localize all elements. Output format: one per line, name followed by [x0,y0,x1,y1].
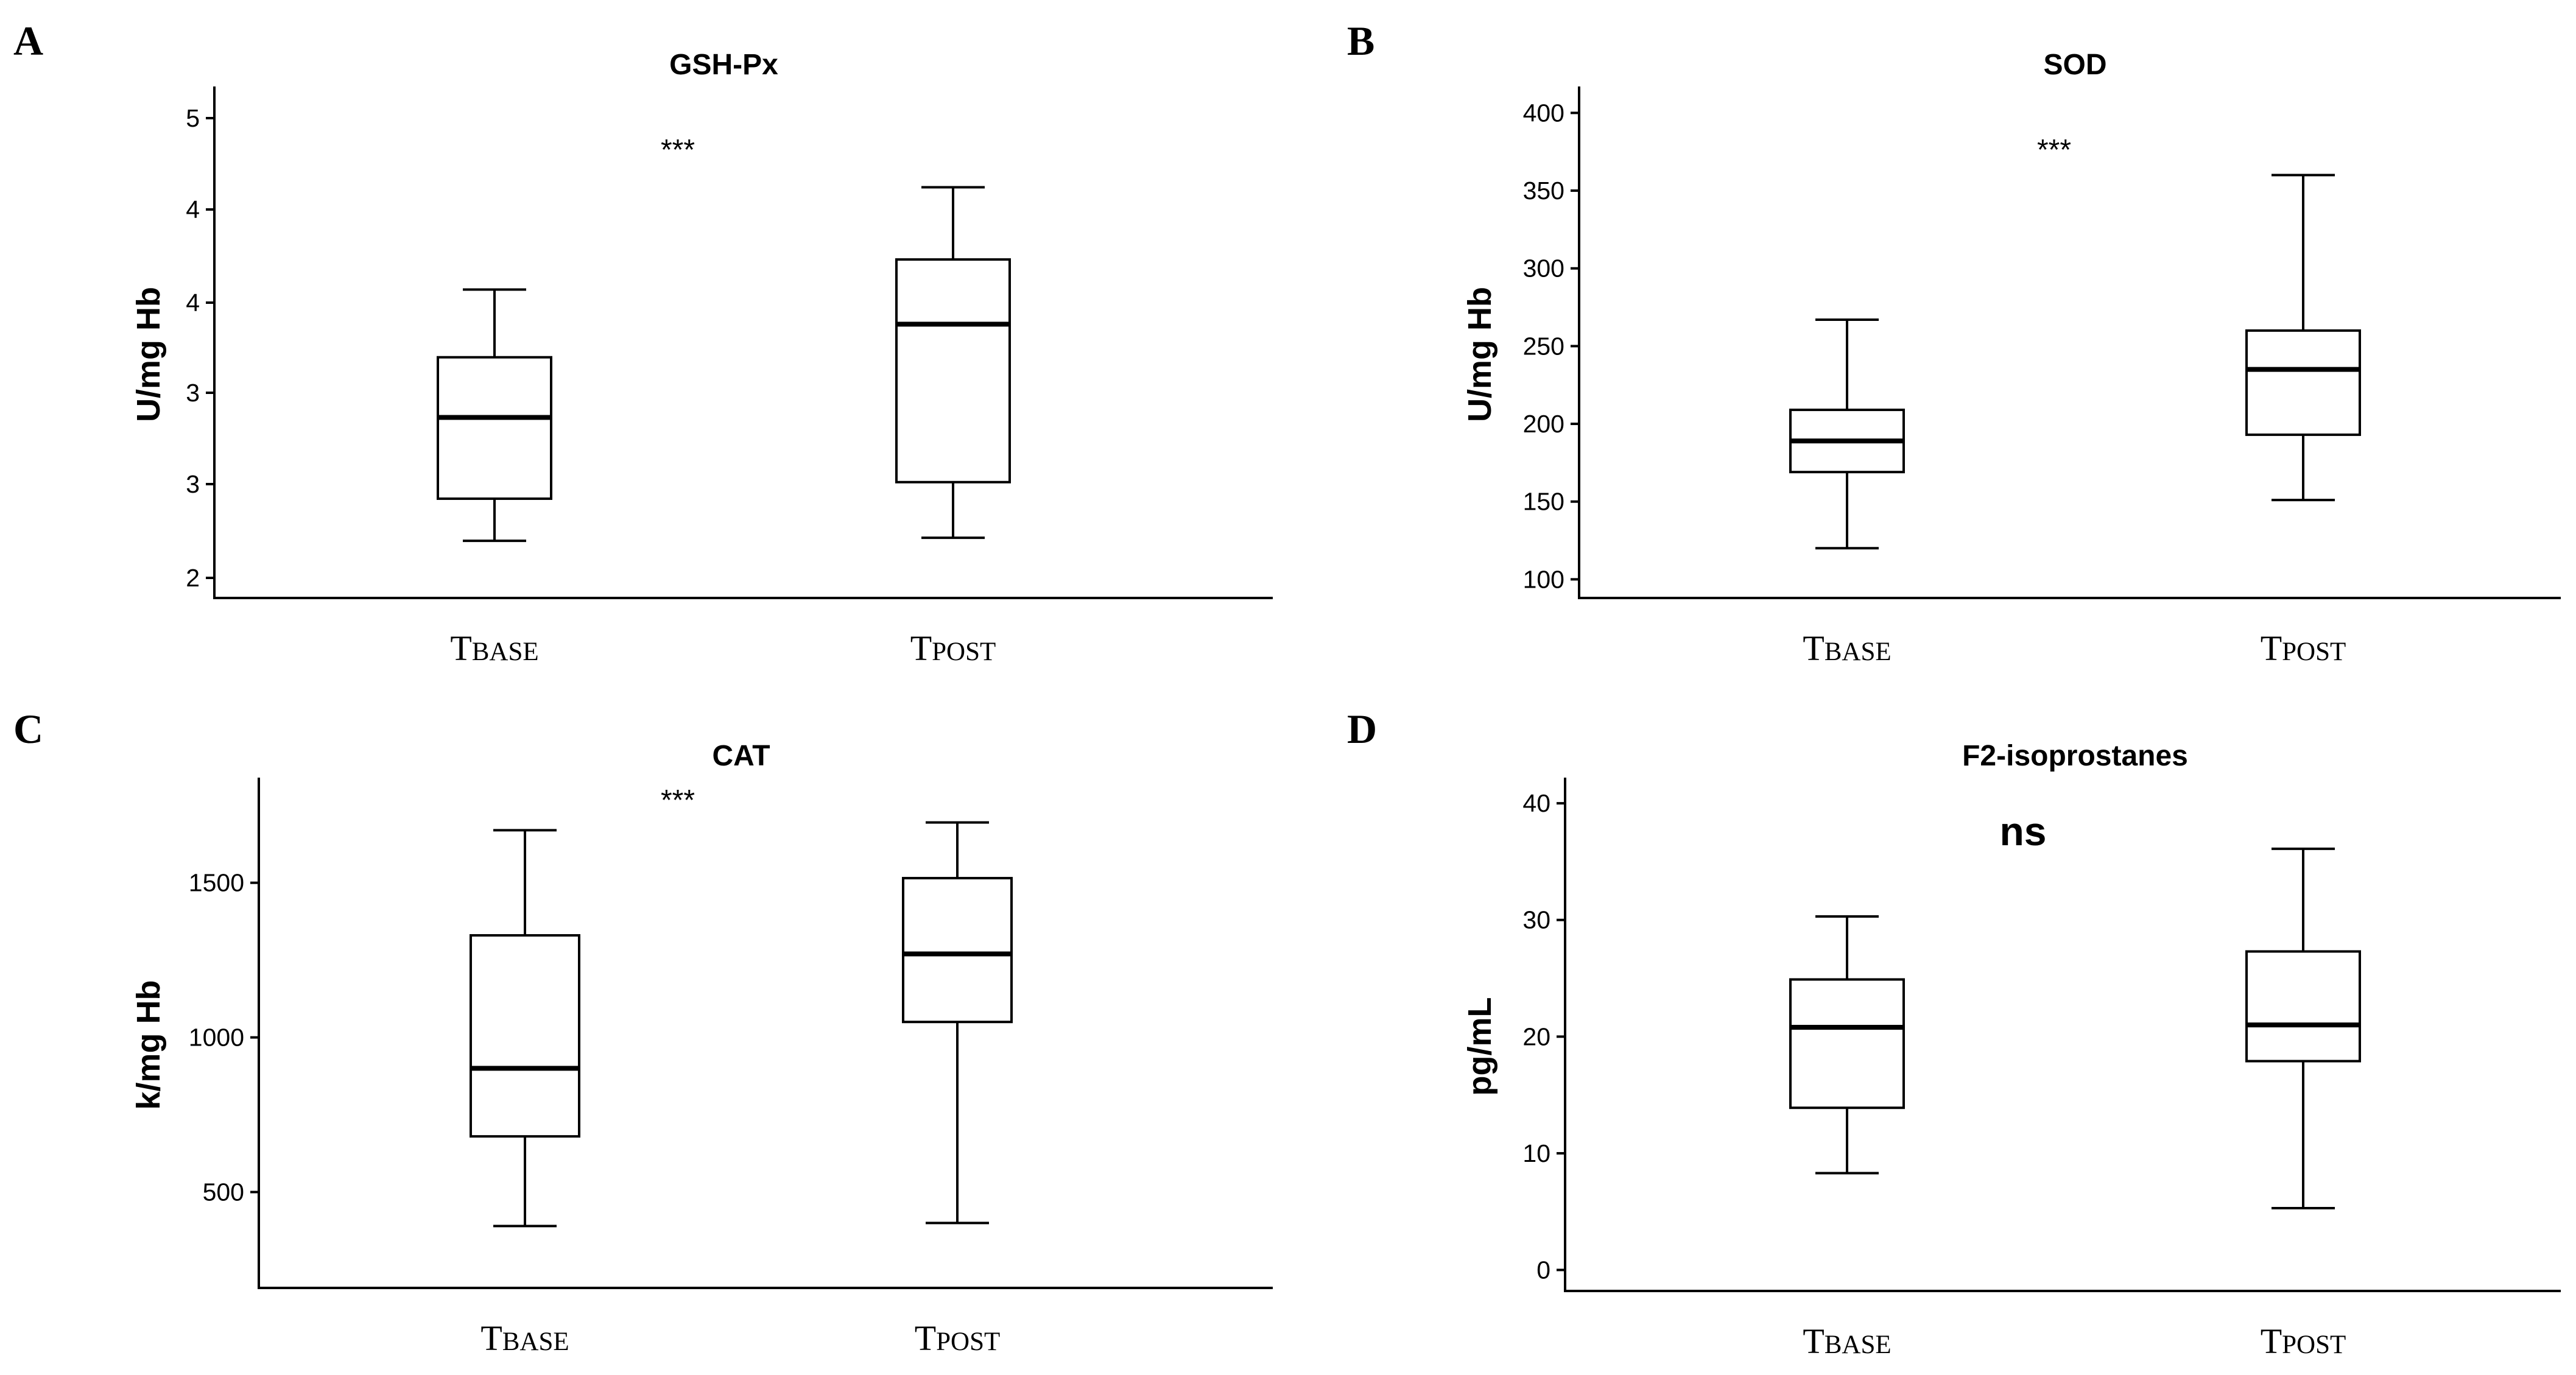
x-tick-label: TPOST [2261,628,2346,668]
axes [213,86,1273,599]
y-axis-label: U/mg Hb [130,287,167,422]
y-tick-label: 10 [1522,1139,1550,1167]
iqr-box [1789,978,1905,1109]
panel-letter: C [13,706,43,752]
box-plot-base [1789,318,1905,550]
y-tick-label: 200 [1523,410,1564,438]
chart-title: GSH-Px [669,49,778,81]
x-tick-label: TBASE [1803,628,1891,668]
panel-d: D F2-isoprostanes pg/mL 0 10 20 30 40 TBASE TPOST… [1347,706,2561,1361]
axes [1564,778,2561,1292]
panel-a: A GSH-Px U/mg Hb 2 3 3 4 4 5 TBASE TPOST *** [13,18,1273,668]
panel-c: C CAT k/mg Hb 500 1000 1500 TBASE TPOST *** [13,706,1273,1358]
box-plot-post [895,186,1011,540]
y-tick-label: 30 [1522,906,1550,934]
x-tick-label: TBASE [450,628,538,668]
y-tick-label: 150 [1523,488,1564,516]
box-plot-post [902,821,1013,1225]
y-tick-label: 0 [1536,1256,1550,1284]
y-tick-label: 100 [1523,565,1564,593]
chart-title: CAT [712,740,770,772]
box-plot-base [1789,915,1905,1175]
x-tick-label: TPOST [910,628,996,668]
y-tick-label: 4 [186,195,200,223]
chart-title: F2-isoprostanes [1962,740,2188,772]
y-tick-label: 5 [186,104,200,132]
y-tick-label: 1000 [189,1024,244,1052]
iqr-box [437,356,552,500]
y-tick-label: 300 [1523,255,1564,283]
box-plot-post [2245,847,2361,1209]
y-tick-label: 1500 [189,869,244,897]
axes [258,778,1273,1289]
box-plot-base [470,829,580,1228]
panel-letter: A [13,18,43,64]
iqr-box [470,934,580,1138]
box-plot-post [2245,174,2361,502]
iqr-box [902,877,1013,1024]
x-tick-label: TBASE [1803,1321,1891,1361]
y-tick-label: 3 [186,379,200,407]
significance-label: *** [2037,134,2071,166]
significance-label: *** [661,134,695,166]
y-tick-label: 350 [1523,177,1564,205]
y-tick-label: 40 [1522,789,1550,817]
axes [1578,86,2561,599]
iqr-box [895,258,1011,484]
x-tick-label: TPOST [915,1318,1001,1358]
x-tick-label: TBASE [480,1318,569,1358]
panel-b: B SOD U/mg Hb 100 150 200 250 300 350 400 TBASE TPO… [1347,18,2561,668]
panel-letter: D [1347,706,1377,752]
y-tick-label: 3 [186,470,200,498]
y-axis-label: pg/mL [1462,997,1498,1096]
y-tick-label: 20 [1522,1022,1550,1050]
x-tick-label: TPOST [2261,1321,2346,1361]
y-tick-label: 500 [203,1178,244,1206]
iqr-box [2245,950,2361,1063]
significance-label: ns [1999,809,2046,854]
y-tick-label: 400 [1523,99,1564,127]
chart-title: SOD [2043,49,2106,81]
iqr-box [2245,329,2361,436]
y-tick-label: 250 [1523,332,1564,360]
y-tick-label: 2 [186,564,200,592]
box-plot-base [437,288,552,543]
y-axis-label: U/mg Hb [1462,287,1498,422]
y-axis-label: k/mg Hb [130,980,167,1109]
y-tick-label: 4 [186,289,200,317]
significance-label: *** [661,784,695,817]
panel-letter: B [1347,18,1374,64]
